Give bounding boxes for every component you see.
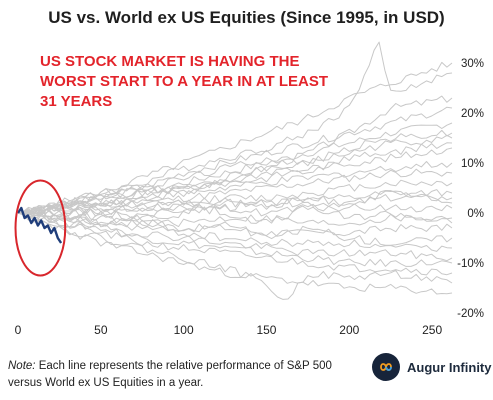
y-axis-ticks: 30% 20% 10% 0% -10% -20% xyxy=(457,58,484,320)
y-tick-label: 30% xyxy=(461,58,484,70)
history-line-14 xyxy=(17,211,453,228)
history-line-23 xyxy=(17,190,453,221)
x-tick-label: 150 xyxy=(256,323,276,337)
highlight-ellipse xyxy=(14,179,67,277)
history-line-2 xyxy=(17,41,453,215)
brand: Augur Infinity xyxy=(372,352,492,382)
history-line-9 xyxy=(17,168,453,215)
history-line-19 xyxy=(17,212,453,276)
history-line-17 xyxy=(17,212,453,262)
infinity-icon xyxy=(372,353,400,381)
y-tick-label: -10% xyxy=(457,258,484,270)
x-tick-label: 250 xyxy=(422,323,442,337)
history-line-22 xyxy=(17,202,453,224)
x-tick-label: 200 xyxy=(339,323,359,337)
history-line-25 xyxy=(17,142,453,214)
highlight-group xyxy=(14,179,67,277)
history-line-15 xyxy=(17,210,453,237)
brand-name: Augur Infinity xyxy=(407,359,492,375)
x-tick-label: 0 xyxy=(15,323,22,337)
y-tick-label: -20% xyxy=(457,308,484,320)
chart-title: US vs. World ex US Equities (Since 1995,… xyxy=(48,8,445,27)
history-line-26 xyxy=(17,129,453,216)
current-year-line xyxy=(16,206,63,244)
history-lines-group xyxy=(17,41,453,300)
history-line-24 xyxy=(18,210,453,246)
y-tick-label: 10% xyxy=(461,158,484,170)
history-line-8 xyxy=(17,161,453,216)
x-tick-label: 100 xyxy=(174,323,194,337)
chart-note: Note: Each line represents the relative … xyxy=(8,358,338,392)
note-text: Each line represents the relative perfor… xyxy=(8,360,332,389)
history-line-20 xyxy=(17,212,453,300)
current-year-line-group xyxy=(16,206,63,244)
x-tick-label: 50 xyxy=(94,323,108,337)
history-line-13 xyxy=(18,203,453,221)
history-line-4 xyxy=(17,106,453,215)
x-axis-ticks: 0 50 100 150 200 250 xyxy=(15,323,443,337)
history-line-18 xyxy=(17,212,453,267)
chart-annotation: US STOCK MARKET IS HAVING THE WORST STAR… xyxy=(40,53,329,110)
history-line-21 xyxy=(17,212,453,295)
note-prefix: Note: xyxy=(8,360,36,372)
history-line-3 xyxy=(17,61,453,214)
y-tick-label: 20% xyxy=(461,108,484,120)
y-tick-label: 0% xyxy=(467,208,484,220)
